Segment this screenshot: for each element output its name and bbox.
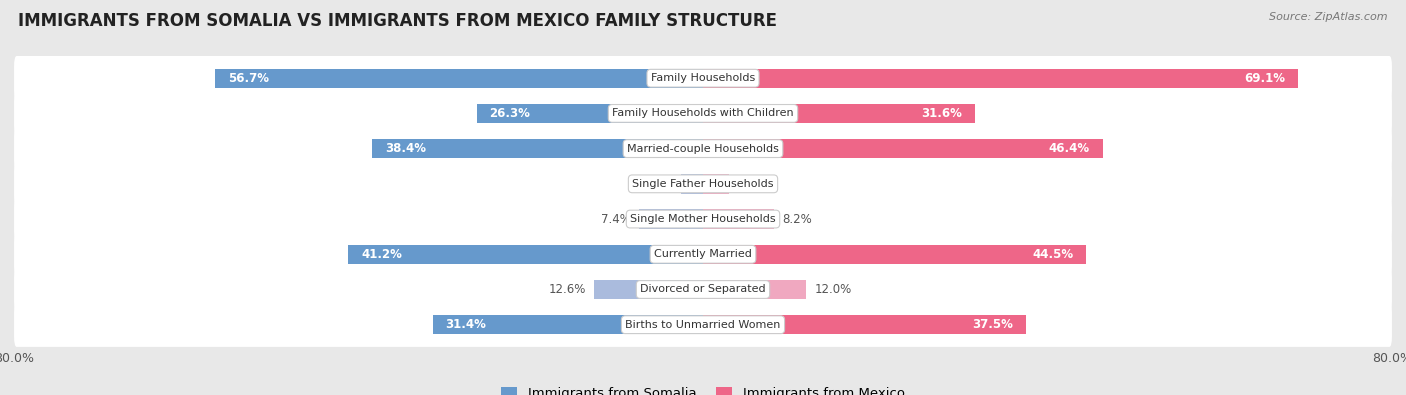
Bar xyxy=(215,68,703,88)
Text: 56.7%: 56.7% xyxy=(228,71,269,85)
Text: 31.6%: 31.6% xyxy=(921,107,962,120)
Bar xyxy=(703,209,773,229)
FancyBboxPatch shape xyxy=(14,162,1392,206)
Text: 3.0%: 3.0% xyxy=(738,177,768,190)
Bar xyxy=(703,68,1298,88)
Bar xyxy=(703,104,976,123)
Text: 38.4%: 38.4% xyxy=(385,142,426,155)
FancyBboxPatch shape xyxy=(14,232,1392,276)
Text: 26.3%: 26.3% xyxy=(489,107,530,120)
FancyBboxPatch shape xyxy=(14,126,1392,171)
Text: 69.1%: 69.1% xyxy=(1244,71,1285,85)
Text: Single Mother Households: Single Mother Households xyxy=(630,214,776,224)
Text: Births to Unmarried Women: Births to Unmarried Women xyxy=(626,320,780,330)
FancyBboxPatch shape xyxy=(14,303,1392,347)
Text: 7.4%: 7.4% xyxy=(600,213,631,226)
Text: 8.2%: 8.2% xyxy=(782,213,813,226)
Text: Family Households with Children: Family Households with Children xyxy=(612,108,794,118)
Text: 12.6%: 12.6% xyxy=(548,283,586,296)
Legend: Immigrants from Somalia, Immigrants from Mexico: Immigrants from Somalia, Immigrants from… xyxy=(496,381,910,395)
Text: Currently Married: Currently Married xyxy=(654,249,752,259)
Text: 2.5%: 2.5% xyxy=(643,177,673,190)
Text: 37.5%: 37.5% xyxy=(972,318,1012,331)
Text: 46.4%: 46.4% xyxy=(1049,142,1090,155)
FancyBboxPatch shape xyxy=(14,91,1392,135)
FancyBboxPatch shape xyxy=(14,56,1392,100)
Text: 44.5%: 44.5% xyxy=(1032,248,1073,261)
Bar xyxy=(703,245,1087,264)
Bar xyxy=(349,245,703,264)
Bar xyxy=(703,174,728,194)
Bar xyxy=(703,280,807,299)
Bar xyxy=(595,280,703,299)
Text: 31.4%: 31.4% xyxy=(446,318,486,331)
Text: Divorced or Separated: Divorced or Separated xyxy=(640,284,766,295)
Text: 12.0%: 12.0% xyxy=(815,283,852,296)
Text: IMMIGRANTS FROM SOMALIA VS IMMIGRANTS FROM MEXICO FAMILY STRUCTURE: IMMIGRANTS FROM SOMALIA VS IMMIGRANTS FR… xyxy=(18,12,778,30)
Bar xyxy=(433,315,703,335)
Text: 41.2%: 41.2% xyxy=(361,248,402,261)
FancyBboxPatch shape xyxy=(14,197,1392,241)
Bar xyxy=(640,209,703,229)
Text: Single Father Households: Single Father Households xyxy=(633,179,773,189)
FancyBboxPatch shape xyxy=(14,267,1392,312)
Bar xyxy=(703,139,1102,158)
Bar xyxy=(703,315,1026,335)
Text: Source: ZipAtlas.com: Source: ZipAtlas.com xyxy=(1270,12,1388,22)
Bar xyxy=(682,174,703,194)
Bar xyxy=(477,104,703,123)
Text: Married-couple Households: Married-couple Households xyxy=(627,144,779,154)
Text: Family Households: Family Households xyxy=(651,73,755,83)
Bar xyxy=(373,139,703,158)
